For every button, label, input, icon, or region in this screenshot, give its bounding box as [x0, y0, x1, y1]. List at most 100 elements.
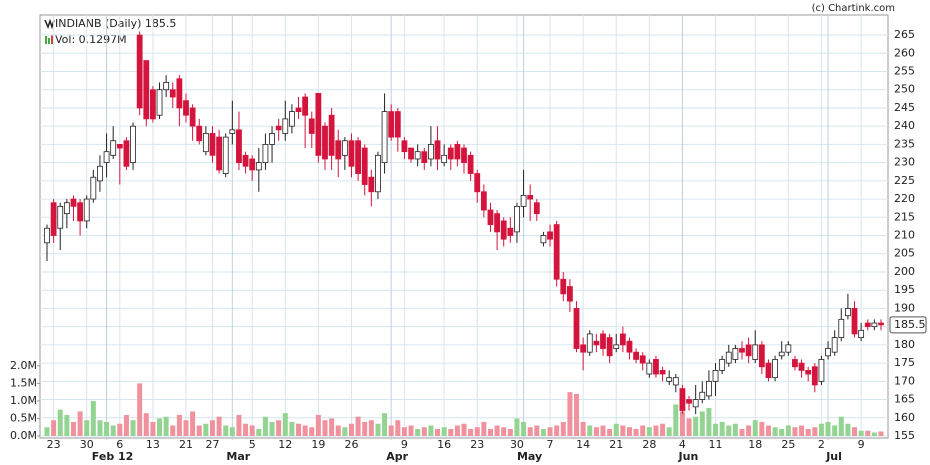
- volume-bar: [593, 427, 599, 436]
- volume-bar: [706, 407, 712, 436]
- volume-bar: [871, 432, 877, 436]
- candle-body: [50, 202, 57, 236]
- volume-bar: [97, 420, 103, 436]
- candle-body: [600, 333, 606, 349]
- candle-body: [646, 362, 653, 375]
- y-tick-label: 160: [894, 411, 915, 424]
- y-tick-label: 175: [894, 356, 915, 369]
- candle-body: [686, 399, 692, 404]
- x-tick-label: 27: [205, 438, 219, 451]
- y-tick-label: 235: [894, 137, 915, 150]
- candle-body: [130, 125, 136, 164]
- volume-bar: [421, 427, 427, 436]
- x-tick-label: 16: [437, 438, 451, 451]
- candle-body: [454, 143, 461, 160]
- x-tick-label: 11: [709, 438, 723, 451]
- y-tick-label: 245: [894, 101, 915, 114]
- volume-bar: [487, 428, 493, 436]
- volume-bar: [838, 416, 844, 436]
- y-tick-label: 170: [894, 374, 915, 387]
- candle-body: [553, 224, 560, 280]
- candle-body: [388, 111, 395, 138]
- candle-body: [858, 329, 865, 338]
- y-tick-label: 190: [894, 301, 915, 314]
- candle-body: [123, 140, 130, 167]
- volume-bar: [163, 416, 169, 436]
- candle-body: [136, 34, 143, 109]
- last-price-label: 185.5: [894, 318, 926, 331]
- candle-body: [202, 133, 209, 153]
- candle-body: [176, 78, 183, 109]
- candle-body: [540, 235, 547, 244]
- x-tick-label: 7: [547, 438, 554, 451]
- candle-body: [348, 140, 355, 167]
- candle-body: [328, 114, 335, 156]
- x-tick-label: 14: [576, 438, 590, 451]
- volume-bar: [514, 418, 520, 436]
- candle-body: [189, 107, 196, 127]
- watermark: (c) Chartink.com: [812, 3, 895, 14]
- candle-body: [725, 351, 732, 364]
- candle-body: [249, 158, 256, 171]
- volume-bar: [70, 421, 76, 436]
- volume-bar: [845, 423, 851, 436]
- volume-bar: [64, 414, 70, 436]
- candle-body: [394, 111, 401, 138]
- plot-frame: [39, 14, 889, 439]
- volume-bar: [216, 416, 222, 436]
- volume-bar: [157, 418, 163, 436]
- volume-bar: [580, 421, 586, 436]
- volume-bar: [243, 423, 249, 436]
- legend-icon: [44, 18, 55, 30]
- volume-bar: [468, 428, 474, 436]
- volume-bar: [812, 427, 818, 436]
- volume-bar: [878, 431, 884, 436]
- y2-tick-label: 1.5M: [10, 376, 37, 389]
- volume-bar: [355, 416, 361, 436]
- volume-bar: [123, 414, 129, 436]
- volume-bar: [865, 430, 871, 436]
- y-tick-label: 200: [894, 265, 915, 278]
- volume-bar: [150, 421, 156, 436]
- candle-body: [672, 377, 679, 386]
- candle-body: [500, 220, 507, 240]
- volume-bar: [799, 425, 805, 436]
- volume-bar: [130, 420, 136, 436]
- x-tick-label: 18: [748, 438, 762, 451]
- volume-bar: [726, 425, 732, 436]
- chart-title: INDIANB (Daily) 185.5: [55, 17, 176, 30]
- candle-body: [110, 140, 117, 156]
- volume-bar: [382, 413, 388, 436]
- volume-bar: [335, 425, 341, 436]
- volume-bar: [322, 420, 328, 436]
- volume-bar: [44, 427, 50, 436]
- volume-bar: [315, 414, 321, 436]
- volume-bar: [832, 425, 838, 436]
- volume-bar: [699, 411, 705, 436]
- candle-body: [527, 195, 534, 200]
- volume-bar: [51, 420, 57, 436]
- legend-icon: [45, 36, 47, 44]
- candle-body: [547, 231, 553, 240]
- candle-body: [461, 147, 467, 164]
- candle-body: [341, 140, 348, 156]
- candle-body: [494, 213, 500, 233]
- volume-bar: [435, 428, 441, 436]
- candle-body: [163, 82, 170, 91]
- candle-body: [798, 362, 805, 371]
- volume-bar: [90, 400, 96, 436]
- candle-body: [216, 136, 222, 171]
- candle-body: [626, 340, 633, 353]
- candle-body: [308, 118, 315, 134]
- candle-body: [262, 143, 269, 164]
- y-tick-label: 265: [894, 28, 915, 41]
- candle-body: [593, 340, 600, 346]
- x-tick-label: 12: [278, 438, 292, 451]
- candle-body: [77, 202, 83, 222]
- volume-bar: [262, 416, 268, 436]
- candle-body: [533, 202, 540, 215]
- volume-bar: [666, 427, 672, 436]
- volume-bar: [375, 423, 381, 436]
- candle-body: [712, 369, 719, 382]
- candle-body: [83, 198, 90, 222]
